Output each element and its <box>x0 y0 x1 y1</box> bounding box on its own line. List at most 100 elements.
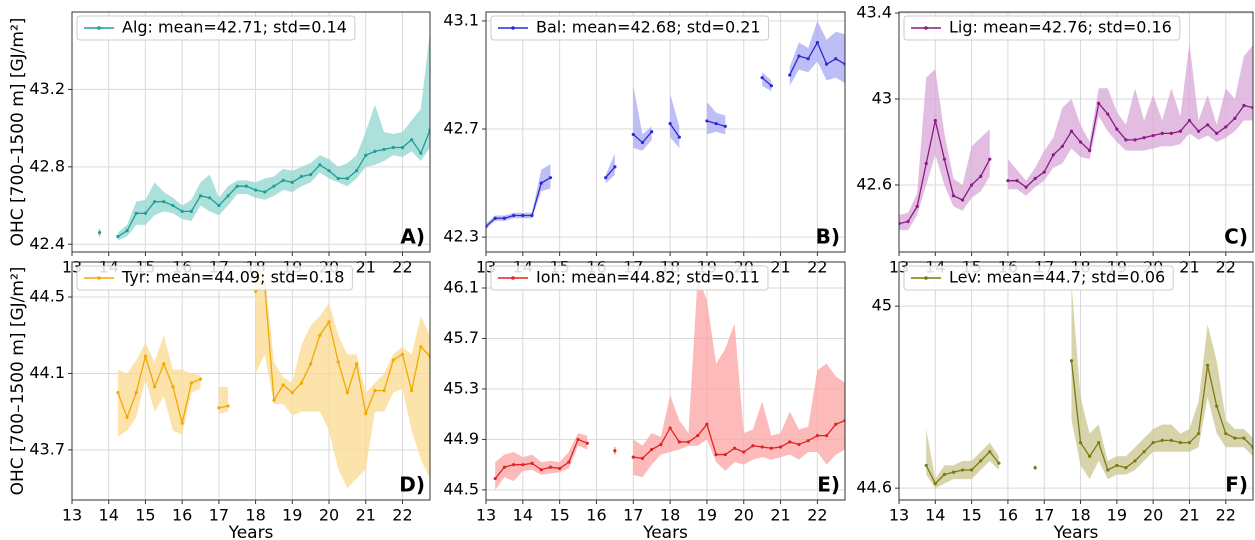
point <box>960 198 965 202</box>
y-tick-label: 42.8 <box>29 156 65 175</box>
point <box>1097 441 1101 445</box>
x-tick-label: 16 <box>998 506 1018 525</box>
point <box>382 389 386 393</box>
x-tick-label: 18 <box>660 506 680 525</box>
point <box>631 455 635 459</box>
point <box>604 176 608 180</box>
point <box>1196 129 1201 133</box>
point <box>217 203 221 208</box>
point <box>1242 436 1246 440</box>
point <box>970 183 974 187</box>
y-tick-label: 42.6 <box>856 174 892 193</box>
x-tick-label: 21 <box>770 506 790 525</box>
band <box>633 85 652 151</box>
point <box>576 437 580 442</box>
point <box>382 147 386 152</box>
point <box>778 445 783 449</box>
point <box>548 176 553 180</box>
band <box>633 275 845 478</box>
band <box>706 102 726 135</box>
band <box>926 429 999 489</box>
panel: 13 14 15 16 17 18 19 20 21 22 44.5 44.9 45.3 45.7 46.1… <box>443 261 846 540</box>
point <box>558 466 562 471</box>
y-tick-label: 43.4 <box>856 3 892 22</box>
series-line <box>255 284 430 416</box>
point <box>677 440 681 444</box>
point <box>824 434 829 438</box>
point <box>493 216 497 220</box>
legend-box <box>76 265 353 291</box>
legend: Ion: mean=44.82; std=0.11 <box>490 265 769 291</box>
point <box>760 76 764 80</box>
band <box>670 93 680 148</box>
point <box>153 385 157 389</box>
point <box>539 181 543 185</box>
point <box>180 209 184 213</box>
point <box>1142 450 1146 454</box>
point <box>198 377 203 381</box>
point <box>281 178 285 182</box>
point <box>410 138 414 142</box>
point <box>521 463 525 467</box>
y-tick-label: 46.1 <box>443 277 479 296</box>
point <box>309 362 313 366</box>
point <box>906 219 910 224</box>
point <box>924 463 928 468</box>
y-tick-label: 42.4 <box>29 234 65 253</box>
legend-marker <box>511 276 515 280</box>
point <box>1115 463 1119 468</box>
point <box>171 385 175 389</box>
point <box>1060 144 1064 148</box>
point <box>1160 131 1164 135</box>
legend: Lev: mean=44.7; std=0.06 <box>903 265 1174 291</box>
point <box>631 132 635 137</box>
point <box>208 196 212 200</box>
series-line <box>633 419 845 460</box>
y-tick-label: 44.5 <box>29 286 65 305</box>
point <box>290 180 294 184</box>
x-tick-label: 13 <box>476 506 496 525</box>
point <box>189 381 193 385</box>
point <box>1169 131 1173 135</box>
frame <box>898 261 1254 501</box>
y-tick-label: 44.5 <box>443 479 479 498</box>
point <box>512 213 516 218</box>
y-axis-label: OHC [700–1500 m] [GJ/m²] <box>8 267 28 496</box>
point <box>997 461 1001 465</box>
point <box>299 174 304 179</box>
series-line <box>669 123 680 138</box>
point <box>327 320 331 324</box>
x-axis-label: Years <box>228 523 274 540</box>
legend-label: Ion: mean=44.82; std=0.11 <box>536 268 760 287</box>
point <box>134 390 138 395</box>
point <box>162 200 166 204</box>
point <box>116 234 120 239</box>
y-tick-label: 43 <box>872 89 892 108</box>
point <box>272 184 276 188</box>
panel-label: C) <box>1224 225 1248 249</box>
x-tick-label: 19 <box>697 506 717 525</box>
legend-box <box>903 265 1174 291</box>
x-tick-label: 22 <box>1216 506 1236 525</box>
point <box>806 439 810 443</box>
point <box>815 434 819 438</box>
point <box>1178 441 1182 445</box>
point <box>530 461 534 466</box>
x-tick-label: 18 <box>245 506 265 525</box>
point <box>263 190 267 194</box>
point <box>327 169 331 173</box>
point <box>364 411 368 416</box>
point <box>1133 459 1137 463</box>
point <box>640 456 645 460</box>
x-tick-label: 14 <box>925 506 945 525</box>
point <box>815 40 819 45</box>
plot-area <box>97 31 430 241</box>
y-tick-label: 45.7 <box>443 328 479 347</box>
point <box>143 354 148 358</box>
point <box>116 390 120 395</box>
x-tick-label: 17 <box>209 506 229 525</box>
point <box>354 362 359 366</box>
point <box>732 446 737 450</box>
point <box>530 213 534 218</box>
